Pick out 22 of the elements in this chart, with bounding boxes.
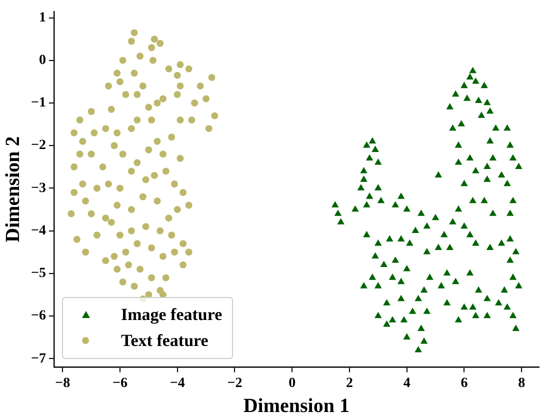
y-tick-label: −6 xyxy=(30,308,46,324)
legend-label: Text feature xyxy=(120,331,208,352)
x-tick-label: 6 xyxy=(460,376,468,392)
y-tick-label: −5 xyxy=(30,266,46,282)
y-tick-label: −4 xyxy=(30,223,46,238)
x-tick-label: 0 xyxy=(288,376,296,392)
x-tick-label: 2 xyxy=(346,376,353,392)
y-tick-label: 0 xyxy=(38,53,46,68)
x-axis-title: Dimension 1 xyxy=(243,395,350,418)
x-tick-label: −8 xyxy=(55,376,70,392)
x-tick-label: 4 xyxy=(403,376,410,392)
x-tick-label: −4 xyxy=(170,376,185,392)
x-tick-label: 8 xyxy=(518,376,526,392)
x-tick-label: −2 xyxy=(227,376,242,392)
y-tick-label: −1 xyxy=(30,96,46,111)
y-tick-label: 1 xyxy=(38,10,46,26)
y-tick-label: −7 xyxy=(30,351,46,366)
x-tick-label: −6 xyxy=(112,376,128,392)
legend-label: Image feature xyxy=(120,305,222,326)
y-tick-label: −3 xyxy=(30,180,46,196)
y-tick-label: −2 xyxy=(30,138,46,154)
y-axis-title: Dimension 2 xyxy=(2,136,24,242)
